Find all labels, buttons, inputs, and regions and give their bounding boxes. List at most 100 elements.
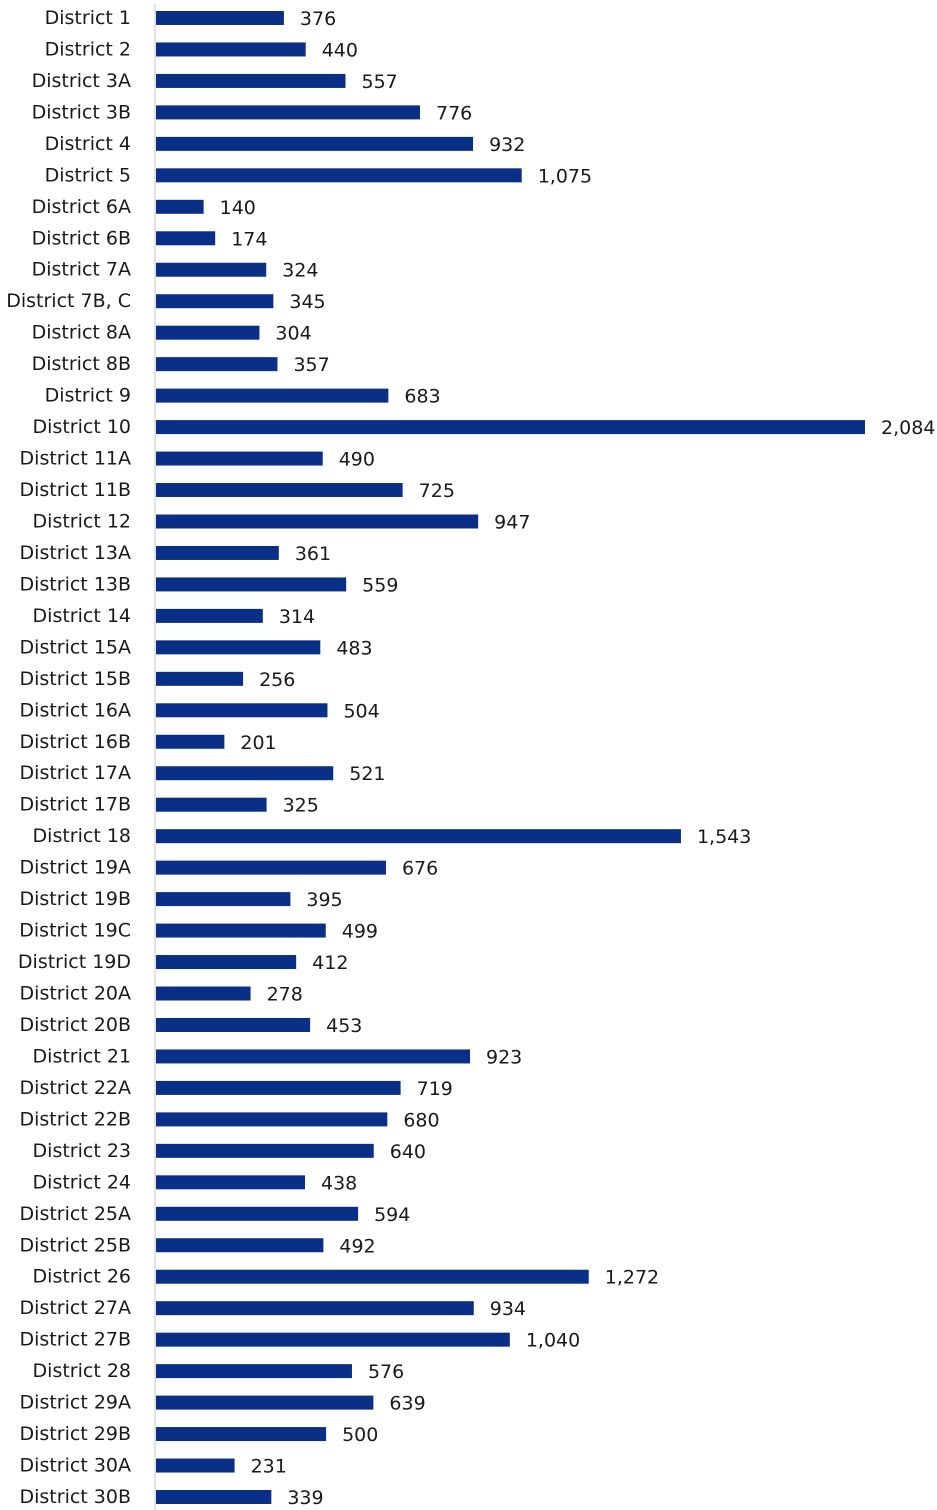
category-label: District 24 <box>33 1171 131 1193</box>
bar <box>156 168 522 183</box>
bar <box>156 325 260 340</box>
value-label: 557 <box>361 71 397 93</box>
category-label: District 30A <box>20 1455 131 1477</box>
bar <box>156 388 389 403</box>
category-label: District 10 <box>33 416 131 438</box>
bar <box>156 955 297 970</box>
bar <box>156 451 323 466</box>
bar <box>156 483 403 498</box>
bar <box>156 1364 352 1379</box>
value-label: 521 <box>349 763 385 785</box>
bar <box>156 703 328 718</box>
value-label: 932 <box>489 134 525 156</box>
category-label: District 5 <box>45 164 131 186</box>
value-label: 412 <box>312 952 348 974</box>
value-label: 201 <box>240 732 276 754</box>
value-label: 256 <box>259 669 295 691</box>
bar <box>156 1206 359 1221</box>
value-label: 594 <box>374 1204 410 1226</box>
value-label: 395 <box>306 889 342 911</box>
value-label: 376 <box>300 8 336 30</box>
value-label: 776 <box>436 102 472 124</box>
bar <box>156 1395 374 1410</box>
bar <box>156 577 347 592</box>
value-label: 719 <box>417 1078 453 1100</box>
bar <box>156 294 274 309</box>
category-label: District 16A <box>20 699 131 721</box>
bar <box>156 1143 374 1158</box>
category-label: District 19A <box>20 857 131 879</box>
value-label: 504 <box>343 700 379 722</box>
value-label: 499 <box>342 921 378 943</box>
category-label: District 28 <box>33 1360 131 1382</box>
bar <box>156 640 321 655</box>
value-label: 440 <box>322 39 358 61</box>
value-label: 140 <box>220 197 256 219</box>
bars-group <box>156 11 865 1504</box>
bar <box>156 1238 324 1253</box>
value-label: 357 <box>293 354 329 376</box>
bar <box>156 1490 272 1504</box>
value-label: 500 <box>342 1424 378 1446</box>
category-label: District 3B <box>32 101 131 123</box>
category-label: District 22B <box>20 1108 132 1130</box>
value-label: 361 <box>295 543 331 565</box>
category-label: District 17A <box>20 762 131 784</box>
category-label: District 21 <box>33 1045 131 1067</box>
category-label: District 7B, C <box>6 290 131 312</box>
value-label: 324 <box>282 260 318 282</box>
bar <box>156 1017 311 1032</box>
category-label: District 12 <box>33 510 131 532</box>
bar <box>156 1332 510 1347</box>
value-label: 683 <box>404 386 440 408</box>
bar <box>156 1175 306 1190</box>
category-label: District 27A <box>20 1297 131 1319</box>
category-label: District 11B <box>20 479 132 501</box>
category-label: District 23 <box>33 1140 131 1162</box>
bar <box>156 514 479 529</box>
bar <box>156 892 291 907</box>
bar <box>156 231 216 246</box>
value-label: 639 <box>389 1393 425 1415</box>
value-label: 576 <box>368 1361 404 1383</box>
value-label: 325 <box>283 795 319 817</box>
category-label: District 9 <box>45 385 131 407</box>
value-label: 304 <box>275 323 311 345</box>
value-label: 278 <box>267 984 303 1006</box>
category-label: District 13A <box>20 542 131 564</box>
category-label: District 19D <box>18 951 131 973</box>
category-label: District 29B <box>20 1423 132 1445</box>
bar <box>156 1427 327 1442</box>
value-label: 174 <box>231 228 267 250</box>
bar <box>156 42 306 57</box>
value-label: 339 <box>287 1487 323 1509</box>
value-label: 640 <box>390 1141 426 1163</box>
bar <box>156 1049 471 1064</box>
category-label: District 3A <box>32 70 131 92</box>
category-label: District 19B <box>20 888 132 910</box>
bar <box>156 608 263 623</box>
category-label: District 29A <box>20 1392 131 1414</box>
category-label: District 15A <box>20 636 131 658</box>
value-label: 1,040 <box>526 1330 580 1352</box>
value-label: 1,075 <box>538 165 592 187</box>
category-label: District 30B <box>20 1486 132 1508</box>
category-label: District 13B <box>20 573 132 595</box>
value-label: 559 <box>362 574 398 596</box>
value-label: 492 <box>339 1235 375 1257</box>
category-label: District 27B <box>20 1329 132 1351</box>
category-label: District 8A <box>32 322 131 344</box>
category-label: District 2 <box>45 38 131 60</box>
category-label: District 14 <box>33 605 131 627</box>
category-label: District 11A <box>20 448 131 470</box>
bar <box>156 545 279 560</box>
bar <box>156 1458 235 1473</box>
value-label: 725 <box>419 480 455 502</box>
bar <box>156 1112 388 1127</box>
category-label: District 8B <box>32 353 131 375</box>
bar <box>156 11 284 25</box>
value-label: 680 <box>403 1109 439 1131</box>
